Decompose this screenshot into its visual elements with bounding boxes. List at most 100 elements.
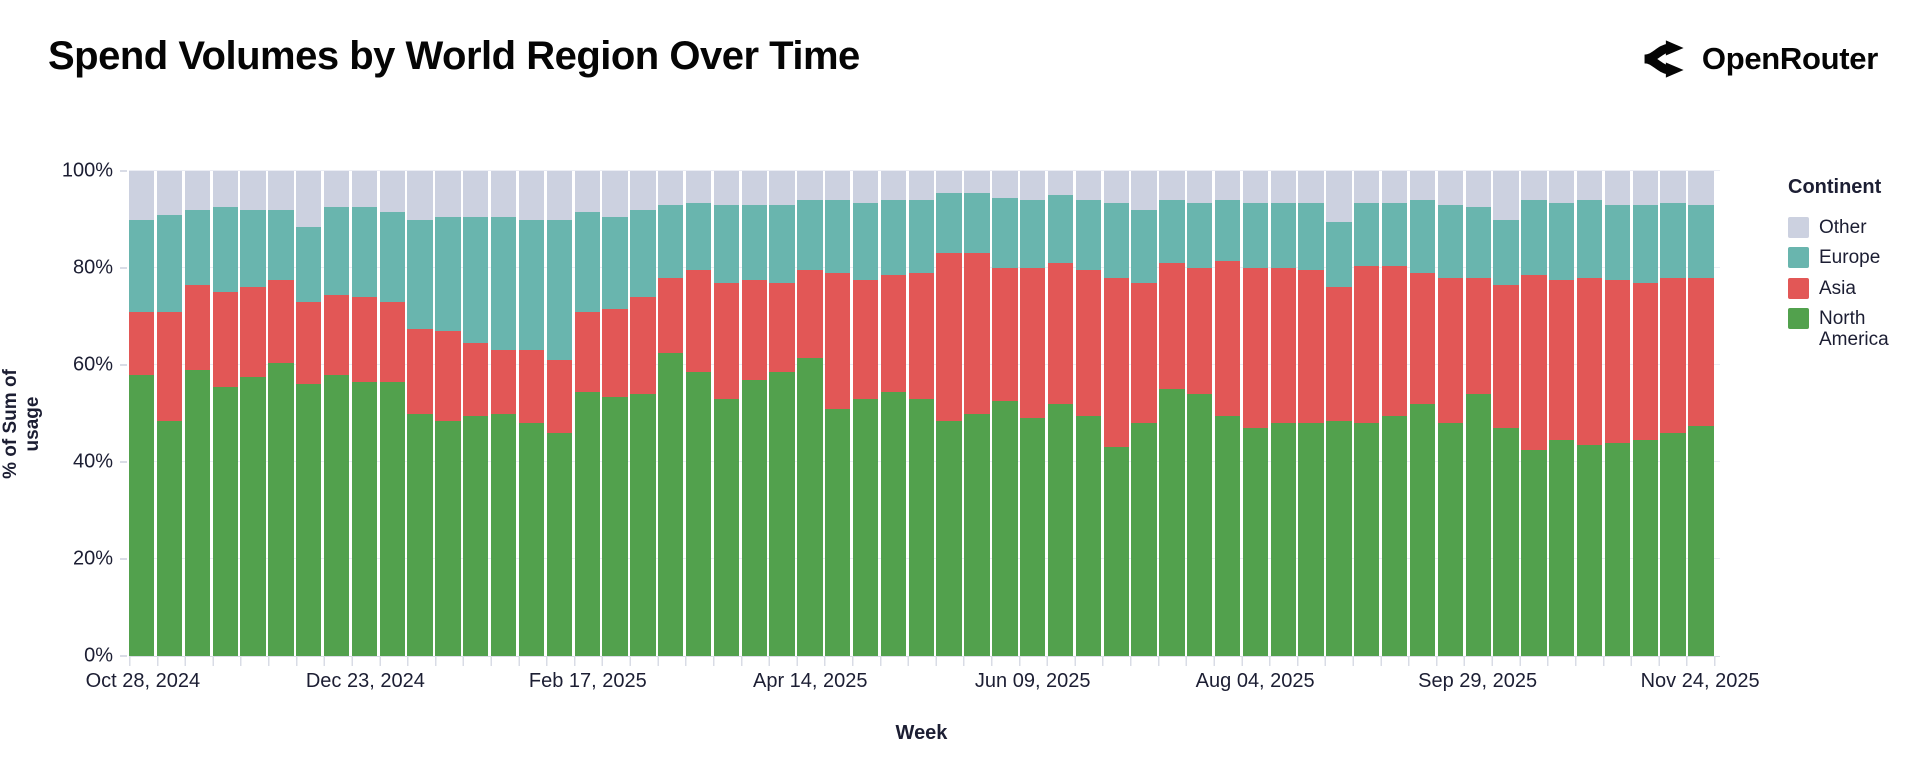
bar-week[interactable] [658, 171, 684, 656]
bar-segment-other[interactable] [1270, 171, 1296, 203]
bar-segment-north-america[interactable] [546, 432, 572, 656]
bar-week[interactable] [797, 171, 823, 656]
bar-segment-other[interactable] [1020, 171, 1046, 201]
bar-segment-europe[interactable] [156, 214, 183, 312]
bar-segment-north-america[interactable] [741, 379, 767, 656]
bar-segment-other[interactable] [490, 171, 517, 218]
bar-segment-asia[interactable] [351, 297, 378, 382]
bar-segment-north-america[interactable] [825, 408, 851, 656]
bar-segment-europe[interactable] [1437, 204, 1463, 278]
bar-segment-asia[interactable] [1103, 277, 1129, 448]
bar-segment-other[interactable] [546, 171, 572, 220]
bar-segment-north-america[interactable] [1521, 449, 1547, 656]
bar-segment-north-america[interactable] [1326, 420, 1352, 656]
bar-segment-north-america[interactable] [1187, 394, 1213, 656]
bar-week[interactable] [351, 171, 378, 656]
bar-segment-other[interactable] [825, 171, 851, 201]
bar-segment-europe[interactable] [964, 192, 990, 254]
bar-week[interactable] [1493, 171, 1519, 656]
bar-week[interactable] [268, 171, 294, 656]
bar-segment-north-america[interactable] [463, 415, 489, 656]
bar-week[interactable] [323, 171, 350, 656]
bar-week[interactable] [129, 171, 155, 656]
bar-segment-europe[interactable] [936, 192, 962, 254]
bar-week[interactable] [1660, 171, 1686, 656]
bar-segment-north-america[interactable] [1047, 403, 1074, 656]
bar-segment-north-america[interactable] [908, 398, 934, 656]
bar-segment-other[interactable] [713, 171, 740, 205]
bar-segment-asia[interactable] [1660, 277, 1686, 433]
bar-week[interactable] [1326, 171, 1352, 656]
bar-segment-other[interactable] [1521, 171, 1547, 201]
bar-segment-north-america[interactable] [296, 384, 322, 656]
bar-week[interactable] [1549, 171, 1575, 656]
bar-segment-north-america[interactable] [435, 420, 461, 656]
bar-segment-asia[interactable] [1298, 270, 1324, 424]
bar-week[interactable] [518, 171, 545, 656]
bar-segment-europe[interactable] [1214, 200, 1241, 261]
bar-segment-asia[interactable] [880, 275, 907, 392]
bar-week[interactable] [1298, 171, 1324, 656]
bar-week[interactable] [184, 171, 211, 656]
bar-segment-other[interactable] [1298, 171, 1324, 203]
bar-segment-europe[interactable] [463, 217, 489, 344]
bar-segment-europe[interactable] [741, 204, 767, 281]
bar-segment-europe[interactable] [129, 219, 155, 312]
bar-segment-europe[interactable] [1465, 207, 1491, 278]
bar-segment-north-america[interactable] [1298, 423, 1324, 656]
bar-segment-north-america[interactable] [1437, 423, 1463, 656]
bar-segment-other[interactable] [1131, 171, 1157, 210]
bar-segment-north-america[interactable] [490, 413, 517, 656]
bar-segment-asia[interactable] [825, 272, 851, 409]
bar-segment-europe[interactable] [1381, 202, 1408, 266]
bar-segment-north-america[interactable] [936, 420, 962, 656]
bar-segment-other[interactable] [463, 171, 489, 218]
bar-segment-asia[interactable] [407, 328, 433, 414]
bar-segment-europe[interactable] [658, 204, 684, 278]
bar-segment-north-america[interactable] [268, 362, 294, 656]
bar-segment-europe[interactable] [1242, 202, 1269, 269]
bar-segment-europe[interactable] [1576, 200, 1603, 278]
bar-week[interactable] [1075, 171, 1102, 656]
bar-segment-asia[interactable] [156, 311, 183, 421]
bar-week[interactable] [1381, 171, 1408, 656]
bar-segment-other[interactable] [268, 171, 294, 210]
bar-segment-asia[interactable] [658, 277, 684, 353]
bar-segment-other[interactable] [1103, 171, 1129, 203]
bar-segment-other[interactable] [769, 171, 795, 205]
bar-segment-asia[interactable] [1131, 282, 1157, 424]
bar-segment-other[interactable] [964, 171, 990, 193]
bar-segment-other[interactable] [630, 171, 656, 210]
bar-segment-europe[interactable] [1688, 204, 1714, 278]
bar-segment-europe[interactable] [323, 207, 350, 295]
bar-segment-other[interactable] [1187, 171, 1213, 203]
bar-segment-north-america[interactable] [240, 377, 266, 656]
bar-segment-north-america[interactable] [769, 372, 795, 656]
bar-week[interactable] [1159, 171, 1185, 656]
bar-segment-north-america[interactable] [1549, 440, 1575, 656]
bar-segment-asia[interactable] [323, 294, 350, 375]
bar-segment-asia[interactable] [463, 343, 489, 416]
bar-segment-asia[interactable] [1409, 272, 1436, 404]
bar-segment-north-america[interactable] [713, 398, 740, 656]
bar-week[interactable] [1242, 171, 1269, 656]
bar-segment-europe[interactable] [240, 209, 266, 288]
bar-segment-asia[interactable] [296, 301, 322, 385]
bar-segment-other[interactable] [129, 171, 155, 220]
bar-segment-europe[interactable] [184, 209, 211, 285]
bar-segment-other[interactable] [1381, 171, 1408, 203]
bar-segment-europe[interactable] [296, 226, 322, 302]
bar-segment-other[interactable] [1075, 171, 1102, 201]
bar-segment-north-america[interactable] [1159, 389, 1185, 656]
bar-segment-north-america[interactable] [1270, 423, 1296, 656]
bar-segment-europe[interactable] [574, 212, 600, 312]
bar-segment-other[interactable] [992, 171, 1018, 198]
bar-week[interactable] [992, 171, 1018, 656]
bar-segment-europe[interactable] [992, 197, 1018, 268]
bar-segment-europe[interactable] [713, 204, 740, 283]
bar-segment-asia[interactable] [1159, 263, 1185, 390]
bar-segment-europe[interactable] [852, 202, 879, 281]
bar-segment-other[interactable] [1047, 171, 1074, 196]
bar-segment-other[interactable] [685, 171, 712, 203]
bar-segment-asia[interactable] [1187, 268, 1213, 395]
